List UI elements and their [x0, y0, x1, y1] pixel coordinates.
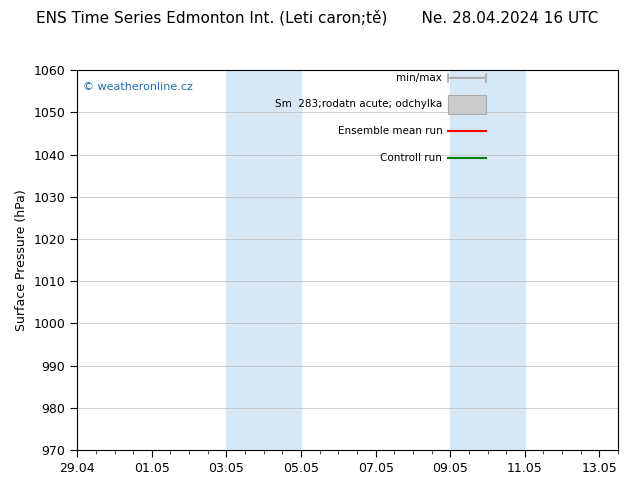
Text: min/max: min/max [396, 73, 443, 83]
Bar [450, 70, 525, 450]
Text: © weatheronline.cz: © weatheronline.cz [82, 81, 193, 92]
Y-axis label: Surface Pressure (hPa): Surface Pressure (hPa) [15, 189, 28, 331]
Bar [226, 70, 301, 450]
Text: Sm  283;rodatn acute; odchylka: Sm 283;rodatn acute; odchylka [275, 99, 443, 109]
Text: Ensemble mean run: Ensemble mean run [337, 126, 443, 136]
Text: ENS Time Series Edmonton Int. (Leti caron;tě)       Ne. 28.04.2024 16 UTC: ENS Time Series Edmonton Int. (Leti caro… [36, 10, 598, 25]
Text: Controll run: Controll run [380, 152, 443, 163]
FancyBboxPatch shape [448, 95, 486, 114]
